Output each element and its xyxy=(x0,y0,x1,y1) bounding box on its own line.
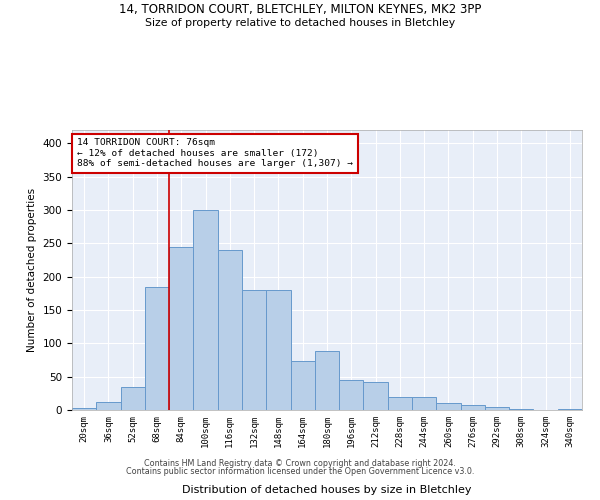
Bar xyxy=(461,406,485,410)
Text: Contains HM Land Registry data © Crown copyright and database right 2024.: Contains HM Land Registry data © Crown c… xyxy=(144,458,456,468)
Bar xyxy=(266,290,290,410)
Bar xyxy=(218,250,242,410)
Text: Size of property relative to detached houses in Bletchley: Size of property relative to detached ho… xyxy=(145,18,455,28)
Bar xyxy=(193,210,218,410)
Bar xyxy=(436,404,461,410)
Bar xyxy=(96,402,121,410)
Text: 14, TORRIDON COURT, BLETCHLEY, MILTON KEYNES, MK2 3PP: 14, TORRIDON COURT, BLETCHLEY, MILTON KE… xyxy=(119,2,481,16)
Bar xyxy=(72,408,96,410)
Y-axis label: Number of detached properties: Number of detached properties xyxy=(27,188,37,352)
Bar xyxy=(412,396,436,410)
Bar xyxy=(169,246,193,410)
Bar xyxy=(145,286,169,410)
Bar xyxy=(485,406,509,410)
Bar xyxy=(558,408,582,410)
Bar xyxy=(509,408,533,410)
Text: Distribution of detached houses by size in Bletchley: Distribution of detached houses by size … xyxy=(182,485,472,495)
Text: Contains public sector information licensed under the Open Government Licence v3: Contains public sector information licen… xyxy=(126,467,474,476)
Bar xyxy=(339,380,364,410)
Bar xyxy=(121,386,145,410)
Bar xyxy=(290,362,315,410)
Text: 14 TORRIDON COURT: 76sqm
← 12% of detached houses are smaller (172)
88% of semi-: 14 TORRIDON COURT: 76sqm ← 12% of detach… xyxy=(77,138,353,168)
Bar xyxy=(315,352,339,410)
Bar xyxy=(388,396,412,410)
Bar xyxy=(364,382,388,410)
Bar xyxy=(242,290,266,410)
